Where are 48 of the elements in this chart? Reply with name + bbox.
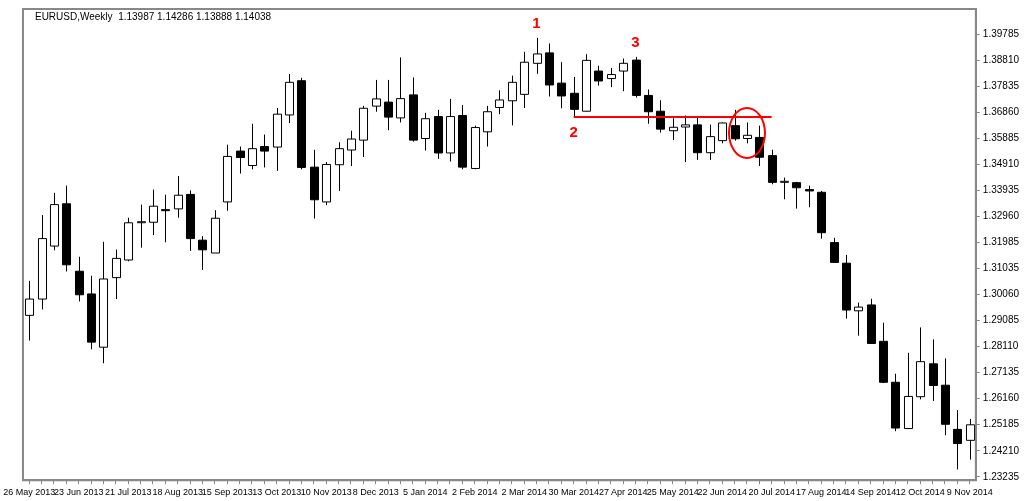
x-tick-label: 26 May 2013 [3, 487, 56, 498]
y-tick-label: 1.36860 [982, 106, 1020, 118]
x-tick-label: 20 Jul 2014 [748, 487, 795, 498]
y-tick-label: 1.30060 [982, 287, 1020, 299]
y-tick-label: 1.39785 [982, 27, 1020, 39]
x-tick-label: 18 Aug 2013 [152, 487, 203, 498]
y-tick-label: 1.38810 [982, 53, 1020, 65]
x-tick-label: 2 Mar 2014 [501, 487, 547, 498]
candlestick [532, 37, 543, 75]
y-tick-label: 1.31035 [982, 261, 1020, 273]
y-tick-label: 1.26160 [982, 392, 1020, 404]
y-tick-label: 1.32960 [982, 210, 1020, 222]
y-tick-label: 1.37835 [982, 79, 1020, 91]
candlestick [829, 237, 840, 263]
x-tick-label: 8 Dec 2013 [352, 487, 399, 498]
y-tick-label: 1.28110 [982, 340, 1019, 352]
x-tick-label: 2 Feb 2014 [451, 487, 498, 498]
y-tick-label: 1.33935 [982, 184, 1020, 196]
candlestick [371, 79, 382, 113]
y-tick-label: 1.25185 [982, 418, 1020, 430]
y-tick-label: 1.24210 [982, 444, 1020, 456]
y-tick-label: 1.35885 [982, 132, 1020, 144]
x-tick-label: 14 Sep 2014 [845, 487, 897, 498]
y-tick-label: 1.27135 [982, 366, 1020, 378]
candlestick [420, 112, 431, 152]
x-tick-label: 21 Jul 2013 [104, 487, 152, 498]
x-tick-label: 22 Jun 2014 [697, 487, 747, 498]
y-tick-label: 1.34910 [982, 158, 1020, 170]
annotation: 2 [569, 123, 578, 141]
x-tick-label: 25 May 2014 [646, 487, 699, 498]
x-tick-label: 9 Nov 2014 [946, 487, 993, 498]
x-tick-label: 12 Oct 2014 [895, 487, 945, 498]
y-tick-label: 1.23235 [982, 470, 1020, 482]
x-tick-label: 13 Oct 2013 [252, 487, 302, 498]
x-tick-label: 17 Aug 2014 [795, 487, 847, 498]
x-tick-label: 27 Apr 2014 [598, 487, 648, 498]
x-tick-label: 30 Mar 2014 [548, 487, 599, 498]
chart-title: EURUSD,Weekly 1.13987 1.14286 1.13888 1.14038 [34, 10, 272, 22]
x-tick-label: 10 Nov 2013 [300, 487, 352, 498]
candlestick [259, 133, 270, 168]
y-tick-label: 1.29085 [982, 314, 1020, 326]
annotation: 3 [631, 33, 640, 51]
x-tick-label: 15 Sep 2013 [201, 487, 253, 498]
y-tick-label: 1.31985 [982, 236, 1020, 248]
x-tick-label: 23 Jun 2013 [53, 487, 104, 498]
candlestick [928, 338, 939, 402]
x-tick-label: 5 Jan 2014 [402, 487, 448, 498]
annotation: 1 [532, 14, 541, 32]
